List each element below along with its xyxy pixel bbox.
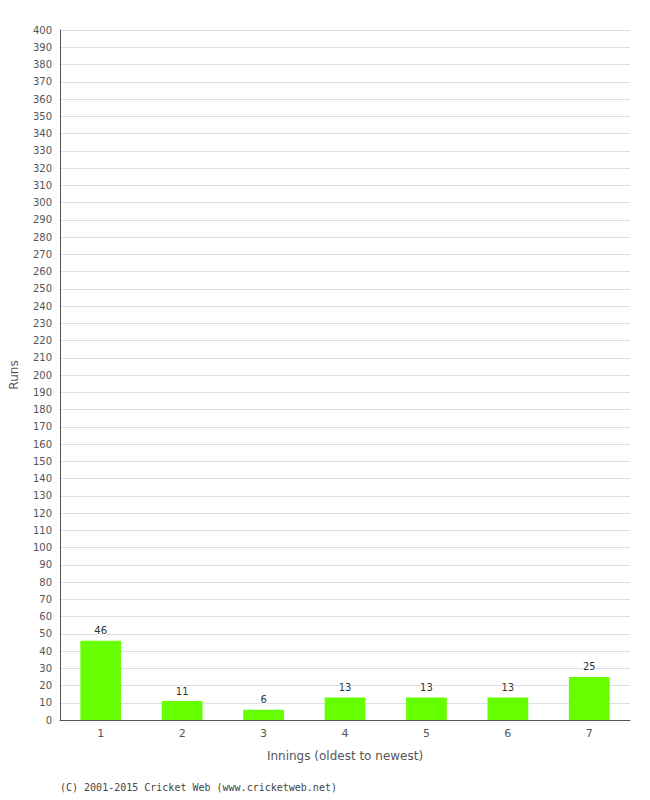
svg-text:400: 400 bbox=[33, 25, 52, 36]
svg-text:330: 330 bbox=[33, 145, 52, 156]
svg-text:40: 40 bbox=[39, 646, 52, 657]
svg-text:1: 1 bbox=[97, 727, 104, 740]
svg-text:4: 4 bbox=[342, 727, 349, 740]
svg-text:90: 90 bbox=[39, 559, 52, 570]
svg-text:350: 350 bbox=[33, 111, 52, 122]
svg-text:13: 13 bbox=[501, 682, 514, 693]
svg-text:6: 6 bbox=[260, 694, 266, 705]
svg-text:60: 60 bbox=[39, 611, 52, 622]
svg-text:290: 290 bbox=[33, 214, 52, 225]
svg-text:46: 46 bbox=[94, 625, 107, 636]
svg-text:390: 390 bbox=[33, 42, 52, 53]
svg-text:360: 360 bbox=[33, 94, 52, 105]
svg-text:120: 120 bbox=[33, 508, 52, 519]
svg-text:170: 170 bbox=[33, 421, 52, 432]
svg-text:3: 3 bbox=[260, 727, 267, 740]
svg-text:220: 220 bbox=[33, 335, 52, 346]
svg-text:25: 25 bbox=[583, 661, 596, 672]
svg-text:2: 2 bbox=[179, 727, 186, 740]
svg-text:140: 140 bbox=[33, 473, 52, 484]
svg-text:270: 270 bbox=[33, 249, 52, 260]
svg-text:50: 50 bbox=[39, 628, 52, 639]
svg-text:340: 340 bbox=[33, 128, 52, 139]
svg-text:200: 200 bbox=[33, 370, 52, 381]
svg-text:20: 20 bbox=[39, 680, 52, 691]
svg-text:300: 300 bbox=[33, 197, 52, 208]
svg-text:70: 70 bbox=[39, 594, 52, 605]
svg-text:280: 280 bbox=[33, 232, 52, 243]
svg-text:380: 380 bbox=[33, 59, 52, 70]
svg-text:6: 6 bbox=[504, 727, 511, 740]
svg-text:230: 230 bbox=[33, 318, 52, 329]
svg-text:10: 10 bbox=[39, 697, 52, 708]
svg-text:260: 260 bbox=[33, 266, 52, 277]
svg-text:210: 210 bbox=[33, 352, 52, 363]
svg-text:30: 30 bbox=[39, 663, 52, 674]
svg-text:(C) 2001-2015 Cricket Web (www: (C) 2001-2015 Cricket Web (www.cricketwe… bbox=[60, 782, 337, 793]
svg-text:Innings (oldest to newest): Innings (oldest to newest) bbox=[267, 749, 423, 763]
svg-text:100: 100 bbox=[33, 542, 52, 553]
svg-text:5: 5 bbox=[423, 727, 430, 740]
svg-text:150: 150 bbox=[33, 456, 52, 467]
svg-text:160: 160 bbox=[33, 439, 52, 450]
svg-text:Runs: Runs bbox=[7, 360, 21, 389]
svg-text:320: 320 bbox=[33, 163, 52, 174]
svg-text:180: 180 bbox=[33, 404, 52, 415]
svg-text:13: 13 bbox=[420, 682, 433, 693]
svg-text:250: 250 bbox=[33, 283, 52, 294]
svg-text:370: 370 bbox=[33, 76, 52, 87]
svg-text:7: 7 bbox=[586, 727, 593, 740]
svg-text:130: 130 bbox=[33, 490, 52, 501]
svg-text:80: 80 bbox=[39, 577, 52, 588]
svg-text:110: 110 bbox=[33, 525, 52, 536]
svg-text:11: 11 bbox=[176, 686, 189, 697]
svg-text:190: 190 bbox=[33, 387, 52, 398]
svg-text:13: 13 bbox=[339, 682, 352, 693]
svg-text:310: 310 bbox=[33, 180, 52, 191]
svg-text:240: 240 bbox=[33, 301, 52, 312]
svg-text:0: 0 bbox=[46, 715, 52, 726]
